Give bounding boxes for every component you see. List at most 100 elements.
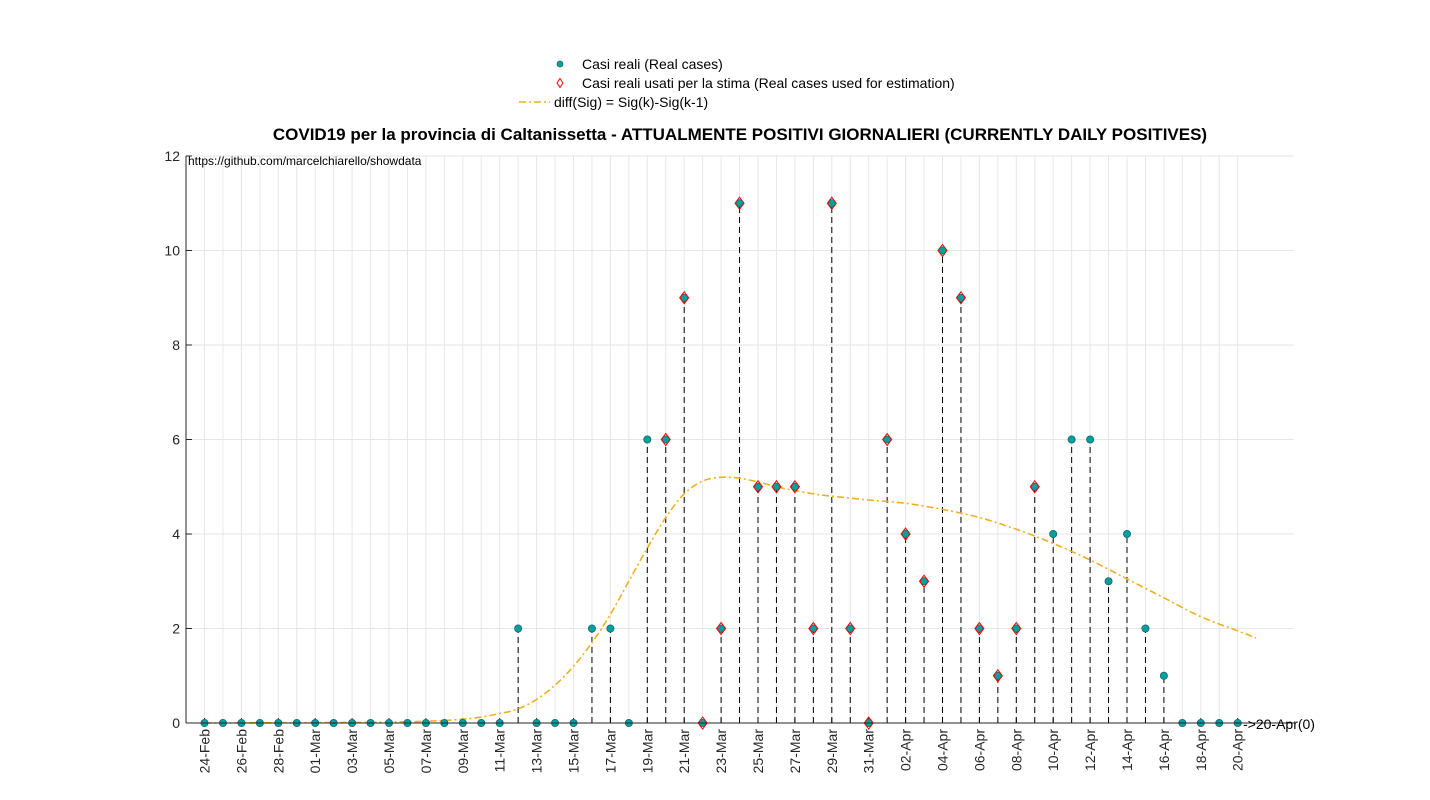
chart-title: COVID19 per la provincia di Caltanissett… [273, 125, 1207, 144]
source-note: https://github.com/marcelchiarello/showd… [188, 154, 422, 168]
x-tick-label: 12-Apr [1082, 729, 1098, 771]
estimation-point [752, 479, 764, 494]
estimation-point [900, 527, 911, 541]
x-tick-label: 11-Mar [492, 729, 508, 773]
y-tick-label: 6 [172, 432, 180, 448]
x-tick-label: 20-Apr [1230, 729, 1246, 771]
x-tick-labels: 24-Feb 26-Feb 28-Feb 01-Mar 03-Mar 05-Mar 07-M… [197, 729, 1246, 774]
x-tick-label: 05-Mar [381, 729, 397, 774]
estimation-point [882, 432, 893, 447]
x-tick-label: 27-Mar [787, 729, 803, 774]
fit-curve-line [204, 476, 1257, 724]
x-tick-label: 10-Apr [1045, 729, 1061, 771]
legend-label-real-cases: Casi reali (Real cases) [582, 56, 723, 72]
estimation-point [734, 196, 745, 211]
real-case-point [920, 577, 929, 586]
stem-lines [517, 203, 1165, 723]
x-tick-label: 03-Mar [344, 729, 360, 774]
x-tick-label: 19-Mar [639, 729, 655, 774]
x-tick-label: 26-Feb [233, 729, 249, 774]
x-tick-label: 15-Mar [566, 729, 582, 774]
real-case-point [809, 624, 818, 633]
estimation-point [808, 621, 819, 636]
x-tick-label: 28-Feb [270, 729, 286, 774]
axes [185, 156, 1294, 724]
estimation-point [771, 479, 782, 494]
x-tick-label: 09-Mar [455, 729, 471, 774]
real-case-point [1012, 624, 1021, 633]
real-case-point [680, 293, 689, 302]
x-tick-label: 06-Apr [971, 729, 987, 771]
real-case-point [606, 624, 615, 633]
x-tick-label: 17-Mar [602, 729, 618, 774]
x-tick-label: 08-Apr [1008, 729, 1024, 771]
real-case-point [772, 482, 781, 491]
real-case-point [846, 624, 855, 633]
x-tick-label: 18-Apr [1193, 729, 1209, 771]
real-case-point [883, 435, 892, 444]
real-case-point [1104, 577, 1113, 586]
estimation-point [992, 668, 1003, 683]
legend-marker-estimation [556, 77, 564, 89]
legend-marker-real-cases [556, 60, 564, 68]
estimation-point [660, 432, 671, 447]
x-tick-label: 23-Mar [713, 729, 729, 774]
real-case-point [1086, 435, 1095, 444]
real-case-point [956, 293, 965, 302]
estimation-point [955, 290, 967, 305]
estimation-point [826, 196, 837, 211]
estimation-point [715, 621, 727, 636]
real-case-point [717, 624, 726, 633]
real-case-point [938, 246, 947, 255]
real-case-point [514, 624, 523, 633]
estimation-point [1011, 621, 1022, 636]
real-case-point [975, 624, 984, 633]
y-tick-label: 4 [172, 526, 180, 542]
y-tick-label: 0 [172, 715, 180, 731]
legend: Casi reali (Real cases) Casi reali usati… [519, 56, 955, 110]
estimation-point [1029, 479, 1040, 494]
real-case-point [1049, 530, 1058, 539]
real-case-point [993, 671, 1002, 680]
x-tick-label: 25-Mar [750, 729, 766, 774]
real-case-point [754, 482, 763, 491]
x-tick-label: 29-Mar [824, 729, 840, 774]
y-tick-label: 12 [164, 148, 180, 164]
estimation-point [845, 621, 856, 636]
real-case-point [587, 624, 596, 633]
real-case-point [901, 530, 910, 539]
x-tick-label: 01-Mar [307, 729, 323, 774]
x-tick-label: 07-Mar [418, 729, 434, 774]
x-tick-label: 04-Apr [935, 729, 951, 771]
y-tick-labels: 0 2 4 6 8 10 12 [164, 148, 180, 731]
y-tick-label: 2 [172, 621, 180, 637]
legend-label-fit: diff(Sig) = Sig(k)-Sig(k-1) [554, 94, 708, 110]
y-tick-label: 10 [164, 243, 180, 259]
x-tick-label: 24-Feb [197, 729, 213, 774]
real-case-point [1123, 530, 1132, 539]
x-tick-label: 02-Apr [898, 729, 914, 771]
estimation-point [679, 290, 690, 305]
legend-label-estimation: Casi reali usati per la stima (Real case… [582, 75, 955, 91]
real-case-point [827, 199, 836, 208]
x-tick-label: 21-Mar [676, 729, 692, 774]
real-case-point [1141, 624, 1150, 633]
x-tick-label: 16-Apr [1156, 729, 1172, 771]
estimation-point [863, 716, 874, 730]
real-case-point [1159, 671, 1168, 680]
estimation-point [974, 621, 985, 636]
estimation-point [697, 716, 708, 730]
end-annotation: ->20-Apr(0) [1243, 716, 1315, 732]
y-tick-label: 8 [172, 337, 180, 353]
x-tick-label: 14-Apr [1119, 729, 1135, 771]
real-case-point [643, 435, 652, 444]
real-case-point [735, 199, 744, 208]
estimation-point [918, 574, 930, 589]
estimation-point [937, 243, 948, 258]
real-case-point [1030, 482, 1039, 491]
x-tick-label: 13-Mar [529, 729, 545, 774]
real-case-point [790, 482, 799, 491]
x-tick-label: 31-Mar [861, 729, 877, 774]
real-case-point [661, 435, 670, 444]
